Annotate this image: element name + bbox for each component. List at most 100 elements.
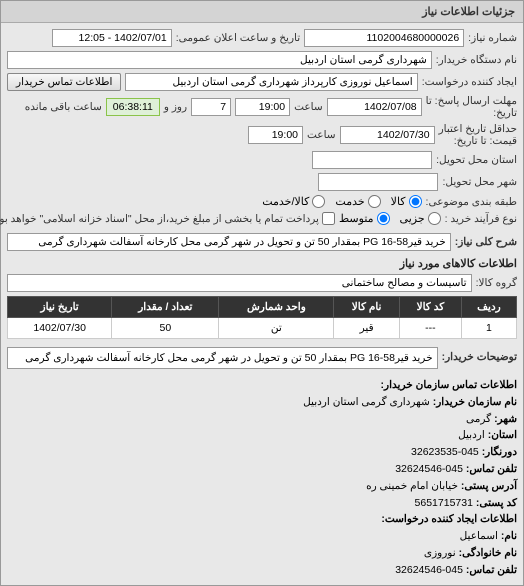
desc-box: خرید قیرPG 16-58 بمقدار 50 تن و تحویل در…	[7, 347, 438, 369]
delivery-city-label: شهر محل تحویل:	[442, 176, 517, 188]
row-requester: ایجاد کننده درخواست: اسماعیل نوروزی کارپ…	[7, 73, 517, 91]
table-header: کد کالا	[399, 297, 461, 318]
table-cell: 1402/07/30	[8, 318, 112, 339]
purchase-type-label: نوع فرآیند خرید :	[445, 213, 517, 225]
row-purchase-type: نوع فرآیند خرید : جزیی متوسط پرداخت تمام…	[7, 212, 517, 225]
requester-label: ایجاد کننده درخواست:	[422, 76, 517, 88]
contact-section-title: اطلاعات تماس سازمان خریدار:	[7, 377, 517, 394]
table-cell: 50	[112, 318, 219, 339]
contact-buyer-button[interactable]: اطلاعات تماس خریدار	[7, 73, 121, 91]
deadline-label: مهلت ارسال پاسخ: تا تاریخ:	[426, 95, 517, 119]
delivery-province-field	[312, 151, 432, 169]
announce-label: تاریخ و ساعت اعلان عمومی:	[176, 32, 300, 44]
fax-label: دورنگار:	[482, 446, 517, 458]
budget-radio-all-input[interactable]	[409, 195, 422, 208]
address-label: آدرس پستی:	[461, 480, 517, 492]
phone-value: 045-32624546	[395, 463, 463, 475]
postal-value: 5651715731	[415, 497, 473, 509]
org-name: شهرداری گرمی استان اردبیل	[303, 396, 430, 408]
table-header: نام کالا	[334, 297, 400, 318]
purchase-radio-group: جزیی متوسط	[339, 212, 441, 225]
goods-table: ردیفکد کالانام کالاواحد شمارشتعداد / مقد…	[7, 296, 517, 339]
validity-time-label: ساعت	[307, 129, 336, 141]
table-cell: قیر	[334, 318, 400, 339]
purchase-radio-medium-input[interactable]	[377, 212, 390, 225]
need-title-field: خرید قیرPG 16-58 بمقدار 50 تن و تحویل در…	[7, 233, 451, 251]
row-budget: طبقه بندی موضوعی: کالا خدمت کالا/خدمت	[7, 195, 517, 208]
address-line: آدرس پستی: خیابان امام خمینی ره	[7, 478, 517, 495]
phone-label: تلفن تماس:	[466, 463, 517, 475]
row-buyer-org: نام دستگاه خریدار: شهرداری گرمی استان ار…	[7, 51, 517, 69]
table-cell: تن	[219, 318, 334, 339]
goods-section-title: اطلاعات کالاهای مورد نیاز	[7, 257, 517, 270]
row-deadline: مهلت ارسال پاسخ: تا تاریخ: 1402/07/08 سا…	[7, 95, 517, 119]
table-header: تاریخ نیاز	[8, 297, 112, 318]
panel-body: شماره نیاز: 1102004680000026 تاریخ و ساع…	[1, 23, 523, 585]
requester-field: اسماعیل نوروزی کارپرداز شهرداری گرمی است…	[125, 73, 417, 91]
row-delivery-city: شهر محل تحویل:	[7, 173, 517, 191]
validity-label: حداقل تاریخ اعتبار قیمت: تا تاریخ:	[439, 123, 517, 147]
announce-field: 1402/07/01 - 12:05	[52, 29, 172, 47]
budget-radio-service-input[interactable]	[368, 195, 381, 208]
row-delivery-province: استان محل تحویل:	[7, 151, 517, 169]
budget-radio-both-input[interactable]	[312, 195, 325, 208]
last-name-value: نوروزی	[424, 547, 456, 559]
need-number-label: شماره نیاز:	[468, 32, 517, 44]
org-name-line: نام سازمان خریدار: شهرداری گرمی استان ار…	[7, 394, 517, 411]
city-value: گرمی	[466, 413, 491, 425]
last-name-line: نام خانوادگی: نوروزی	[7, 545, 517, 562]
row-desc: توضیحات خریدار: خرید قیرPG 16-58 بمقدار …	[7, 345, 517, 369]
goods-group-label: گروه کالا:	[476, 277, 517, 289]
table-row: 1---قیرتن501402/07/30	[8, 318, 517, 339]
days-remain-field: 7	[191, 98, 231, 116]
delivery-city-field	[318, 173, 438, 191]
desc-label: توضیحات خریدار:	[442, 351, 517, 363]
row-goods-group: گروه کالا: تاسیسات و مصالح ساختمانی	[7, 274, 517, 292]
province-line: استان: اردبیل	[7, 427, 517, 444]
need-title-label: شرح کلی نیاز:	[455, 236, 517, 248]
contact-section: اطلاعات تماس سازمان خریدار: نام سازمان خ…	[7, 377, 517, 579]
payment-checkbox[interactable]	[322, 212, 335, 225]
payment-checkbox-item[interactable]: پرداخت تمام یا بخشی از مبلغ خرید،از محل …	[0, 212, 335, 225]
city-line: شهر: گرمی	[7, 411, 517, 428]
table-header: واحد شمارش	[219, 297, 334, 318]
province-value: اردبیل	[458, 429, 485, 441]
budget-radio-both[interactable]: کالا/خدمت	[262, 195, 325, 208]
table-cell: 1	[461, 318, 516, 339]
deadline-time-field: 19:00	[235, 98, 290, 116]
budget-label: طبقه بندی موضوعی:	[426, 196, 517, 208]
org-name-label: نام سازمان خریدار:	[433, 396, 517, 408]
deadline-date-field: 1402/07/08	[327, 98, 422, 116]
goods-group-field: تاسیسات و مصالح ساختمانی	[7, 274, 472, 292]
details-panel: جزئیات اطلاعات نیاز شماره نیاز: 11020046…	[0, 0, 524, 586]
purchase-radio-partial[interactable]: جزیی	[400, 212, 441, 225]
table-header: ردیف	[461, 297, 516, 318]
first-name-line: نام: اسماعیل	[7, 528, 517, 545]
first-name-label: نام:	[501, 530, 517, 542]
validity-date-field: 1402/07/30	[340, 126, 435, 144]
req-phone-value: 045-32624546	[395, 564, 463, 576]
table-cell: ---	[399, 318, 461, 339]
row-validity: حداقل تاریخ اعتبار قیمت: تا تاریخ: 1402/…	[7, 123, 517, 147]
phone-line: تلفن تماس: 045-32624546	[7, 461, 517, 478]
first-name-value: اسماعیل	[460, 530, 498, 542]
budget-radio-group: کالا خدمت کالا/خدمت	[262, 195, 421, 208]
budget-radio-service[interactable]: خدمت	[335, 195, 380, 208]
row-need-title: شرح کلی نیاز: خرید قیرPG 16-58 بمقدار 50…	[7, 233, 517, 251]
city-label: شهر:	[494, 413, 517, 425]
req-phone-label: تلفن تماس:	[466, 564, 517, 576]
last-name-label: نام خانوادگی:	[459, 547, 517, 559]
budget-radio-all[interactable]: کالا	[391, 195, 422, 208]
buyer-org-field: شهرداری گرمی استان اردبیل	[7, 51, 432, 69]
purchase-radio-medium[interactable]: متوسط	[339, 212, 390, 225]
address-value: خیابان امام خمینی ره	[366, 480, 458, 492]
days-remain-label: روز و	[164, 101, 187, 113]
time-remain-field: 06:38:11	[106, 98, 160, 116]
table-header: تعداد / مقدار	[112, 297, 219, 318]
buyer-org-label: نام دستگاه خریدار:	[436, 54, 517, 66]
delivery-province-label: استان محل تحویل:	[436, 154, 517, 166]
province-label: استان:	[488, 429, 517, 441]
purchase-radio-partial-input[interactable]	[428, 212, 441, 225]
postal-line: کد پستی: 5651715731	[7, 495, 517, 512]
fax-value: 045-32623535	[411, 446, 479, 458]
